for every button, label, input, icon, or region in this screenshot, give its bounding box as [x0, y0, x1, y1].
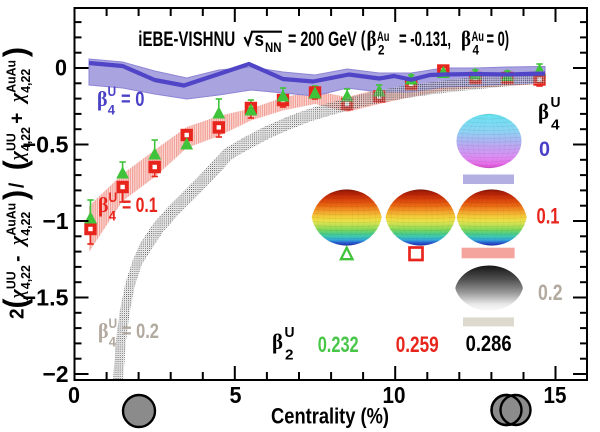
- svg-text:s: s: [255, 28, 264, 51]
- svg-text:iEBE-VISHNU: iEBE-VISHNU: [138, 26, 235, 50]
- svg-text:10: 10: [383, 382, 406, 408]
- svg-text:4,22: 4,22: [19, 265, 33, 289]
- svg-text:= 0: = 0: [121, 88, 144, 111]
- svg-text:0: 0: [68, 382, 80, 408]
- svg-text:β: β: [98, 321, 109, 344]
- svg-text:U: U: [285, 325, 295, 342]
- svg-text:2: 2: [6, 308, 29, 319]
- svg-text:-: -: [6, 256, 29, 262]
- svg-text:β: β: [461, 28, 471, 52]
- svg-text:0: 0: [55, 55, 67, 81]
- svg-text:= -0.131,: = -0.131,: [399, 27, 451, 51]
- svg-text:0.2: 0.2: [538, 281, 562, 305]
- svg-text:/: /: [6, 182, 29, 188]
- svg-text:χ: χ: [6, 92, 29, 105]
- svg-text:U: U: [109, 315, 118, 331]
- svg-text:β: β: [98, 195, 109, 218]
- svg-text:4: 4: [108, 102, 116, 117]
- svg-text:β: β: [97, 89, 108, 112]
- svg-text:4: 4: [109, 334, 117, 349]
- svg-text:= 0.2: = 0.2: [122, 319, 159, 342]
- svg-text:UU: UU: [4, 271, 18, 289]
- svg-text:0.259: 0.259: [396, 333, 439, 358]
- svg-text:0.1: 0.1: [537, 204, 560, 229]
- svg-text:+: +: [6, 113, 29, 124]
- svg-text:2: 2: [285, 347, 293, 364]
- svg-text:−0.5: −0.5: [23, 132, 69, 158]
- svg-text:4: 4: [551, 117, 560, 134]
- svg-text:= 0): = 0): [487, 27, 509, 51]
- svg-text:UU: UU: [4, 133, 18, 151]
- svg-text:AuAu: AuAu: [4, 60, 18, 93]
- svg-text:U: U: [551, 95, 561, 112]
- svg-text:15: 15: [544, 382, 567, 408]
- svg-text:β: β: [367, 28, 377, 52]
- svg-text:χ: χ: [6, 235, 29, 248]
- svg-text:Au: Au: [377, 28, 389, 44]
- svg-text:β: β: [538, 100, 549, 125]
- svg-text:−1.5: −1.5: [23, 285, 69, 311]
- svg-text:AuAu: AuAu: [4, 203, 18, 236]
- svg-text:−2: −2: [43, 361, 69, 387]
- svg-text:β: β: [272, 330, 283, 355]
- svg-text:0: 0: [539, 139, 550, 162]
- svg-text:5: 5: [229, 382, 241, 408]
- svg-text:Au: Au: [472, 28, 484, 44]
- svg-text:U: U: [109, 189, 118, 205]
- svg-text:χ: χ: [6, 289, 29, 302]
- svg-text:−1: −1: [43, 208, 69, 234]
- svg-text:(: (: [0, 160, 33, 171]
- svg-text:U: U: [108, 83, 117, 99]
- svg-text:4: 4: [473, 41, 480, 57]
- svg-text:0.286: 0.286: [466, 333, 512, 357]
- svg-text:2: 2: [378, 41, 385, 57]
- svg-text:χ: χ: [6, 151, 29, 164]
- svg-text:= 0.1: = 0.1: [122, 193, 158, 217]
- svg-text:4: 4: [109, 208, 117, 223]
- svg-text:(: (: [0, 298, 33, 309]
- svg-text:4,22: 4,22: [19, 212, 33, 236]
- svg-text:4,22: 4,22: [19, 127, 33, 151]
- svg-text:): ): [0, 190, 33, 200]
- svg-text:Centrality (%): Centrality (%): [271, 405, 389, 429]
- svg-text:0.232: 0.232: [318, 333, 359, 358]
- svg-text:= 200 GeV (: = 200 GeV (: [288, 27, 365, 50]
- svg-text:): ): [0, 47, 33, 57]
- svg-text:NN: NN: [265, 39, 282, 55]
- svg-text:4,22: 4,22: [19, 69, 33, 93]
